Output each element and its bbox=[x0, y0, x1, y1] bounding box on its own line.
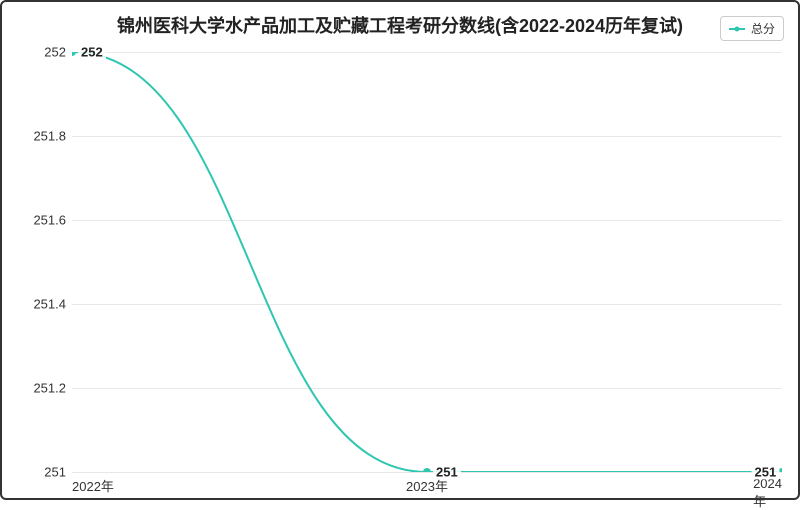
data-point bbox=[72, 52, 76, 56]
plot-area: 251251.2251.4251.6251.82522022年2023年2024… bbox=[72, 52, 782, 472]
point-label: 251 bbox=[752, 465, 780, 480]
legend: 总分 bbox=[720, 16, 784, 41]
legend-label: 总分 bbox=[751, 20, 775, 37]
point-label: 251 bbox=[433, 465, 461, 480]
data-point bbox=[423, 468, 431, 472]
y-tick-label: 251.4 bbox=[33, 297, 72, 312]
y-tick-label: 251.8 bbox=[33, 129, 72, 144]
series-line bbox=[72, 52, 782, 472]
y-tick-label: 251.2 bbox=[33, 381, 72, 396]
chart-container: 锦州医科大学水产品加工及贮藏工程考研分数线(含2022-2024历年复试) 总分… bbox=[0, 0, 800, 500]
y-tick-label: 252 bbox=[44, 45, 72, 60]
x-tick-label: 2022年 bbox=[72, 472, 114, 495]
legend-swatch bbox=[729, 28, 745, 30]
y-tick-label: 251.6 bbox=[33, 213, 72, 228]
point-label: 252 bbox=[78, 45, 106, 60]
y-tick-label: 251 bbox=[44, 465, 72, 480]
chart-title: 锦州医科大学水产品加工及贮藏工程考研分数线(含2022-2024历年复试) bbox=[2, 12, 798, 38]
